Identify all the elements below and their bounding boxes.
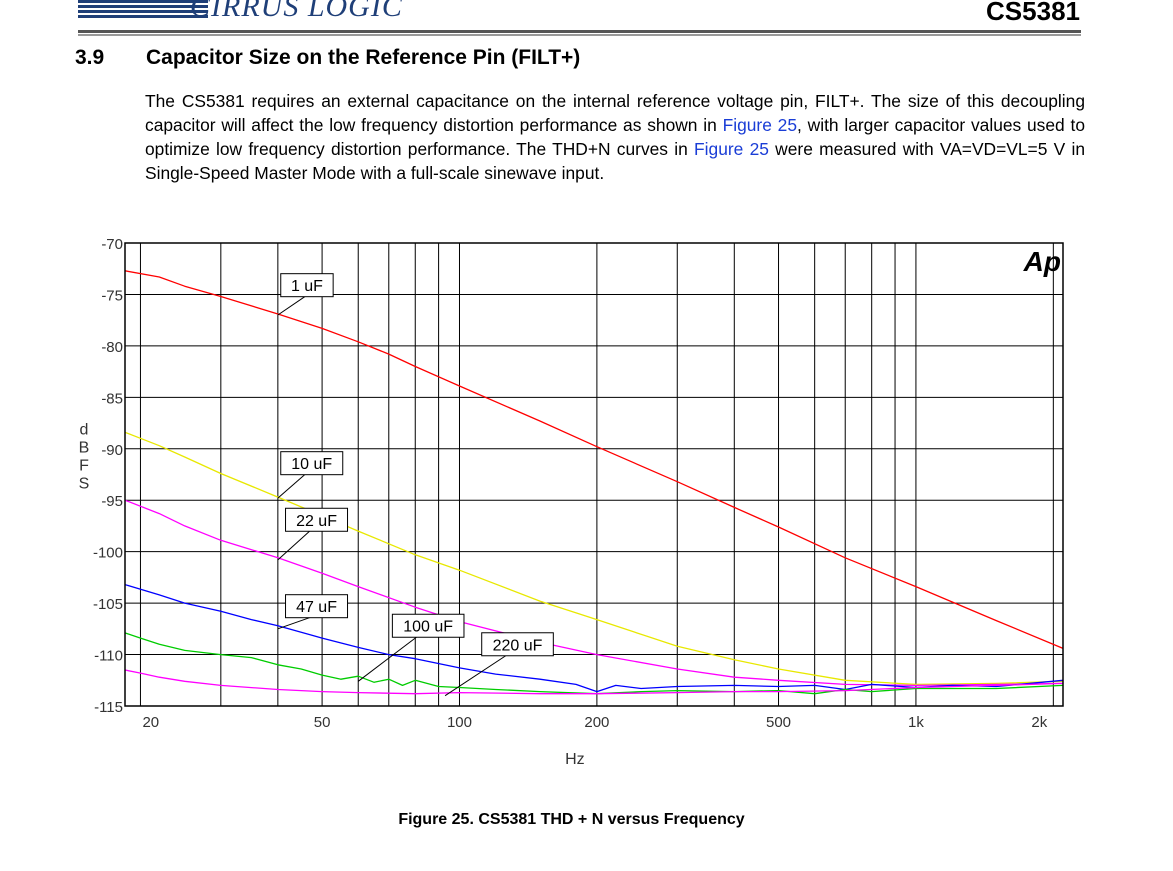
x-tick-label: 1k [908, 714, 924, 731]
series-label: 1 uF [291, 278, 323, 295]
x-tick-label: 20 [142, 714, 159, 731]
y-tick-label: -85 [101, 390, 123, 407]
cirrus-logic-logo-stripes [78, 0, 208, 22]
chart-grid [125, 242, 1063, 707]
series-labels: 1 uF 10 uF 22 uF 47 uF 100 uF 220 uF [277, 273, 554, 697]
label-pointer [444, 655, 506, 697]
series-label: 100 uF [403, 619, 453, 636]
label-pointer [357, 636, 417, 682]
part-number: CS5381 [986, 0, 1080, 26]
series-label: 10 uF [291, 456, 332, 473]
para-text-1: The CS5381 requires an external capacita… [145, 91, 1085, 135]
figure-caption: Figure 25. CS5381 THD + N versus Frequen… [398, 811, 745, 828]
para-text-3: were measured with VA=VD=VL=5 V in Singl… [145, 139, 1085, 183]
x-axis-label: Hz [565, 751, 585, 768]
series-line [124, 431, 1064, 686]
y-tick-labels: -70 -75 -80 -85 -90 -95 -100 -105 -110 -115 [93, 236, 123, 716]
y-tick-label: -75 [101, 287, 123, 304]
series-line [124, 632, 1064, 695]
page-header: CIRRUS LOGIC CS5381 [0, 0, 1173, 40]
section-number: 3.9 [75, 46, 105, 69]
ap-badge: Ap [1023, 246, 1061, 277]
chart-series [124, 270, 1064, 695]
para-text-2: , with larger capacitor values used to o… [145, 115, 1086, 159]
y-tick-label: -80 [101, 339, 123, 356]
y-axis-label-letter: d [80, 421, 89, 438]
series-label: 47 uF [296, 599, 337, 616]
series-line [124, 499, 1064, 687]
x-tick-label: 100 [447, 714, 472, 731]
series-label: 220 uF [493, 637, 543, 654]
series-label: 22 uF [296, 513, 337, 530]
figure-link[interactable]: Figure 25 [722, 115, 798, 135]
x-tick-label: 2k [1031, 714, 1047, 731]
label-box [285, 594, 349, 619]
series-line [124, 270, 1064, 649]
x-tick-labels: 20 50 100 200 500 1k 2k [142, 714, 1047, 731]
y-tick-label: -70 [101, 236, 123, 253]
y-tick-label: -95 [101, 493, 123, 510]
label-box [280, 273, 334, 298]
x-tick-label: 50 [314, 714, 331, 731]
label-pointer [277, 530, 310, 561]
y-tick-label: -90 [101, 442, 123, 459]
y-tick-label: -115 [94, 699, 123, 716]
label-box [280, 451, 344, 476]
label-pointer [277, 474, 306, 499]
body-paragraph: The CS5381 requires an external capacita… [145, 89, 1085, 185]
label-pointer [277, 296, 306, 316]
y-axis-label-letter: S [79, 475, 90, 492]
label-box [391, 613, 465, 638]
y-axis-label-letter: F [79, 457, 89, 474]
y-axis-label-letter: B [79, 439, 90, 456]
header-rule [78, 30, 1081, 33]
section-title: Capacitor Size on the Reference Pin (FIL… [146, 46, 581, 69]
y-tick-label: -110 [94, 648, 123, 665]
x-tick-label: 200 [584, 714, 609, 731]
label-pointer [277, 617, 310, 630]
thd-n-chart: -70 -75 -80 -85 -90 -95 -100 -105 -110 -115 20 50 1… [79, 236, 1064, 768]
label-box [285, 507, 349, 532]
series-line [124, 583, 1064, 693]
header-rule-shadow [78, 34, 1081, 36]
plot-frame [124, 242, 1064, 707]
label-box [481, 632, 554, 657]
y-tick-label: -100 [93, 545, 123, 562]
cirrus-logic-logo: CIRRUS LOGIC [190, 0, 403, 23]
figure-link[interactable]: Figure 25 [694, 139, 769, 159]
series-line [124, 669, 1064, 695]
y-tick-label: -105 [93, 596, 123, 613]
x-tick-label: 500 [766, 714, 791, 731]
